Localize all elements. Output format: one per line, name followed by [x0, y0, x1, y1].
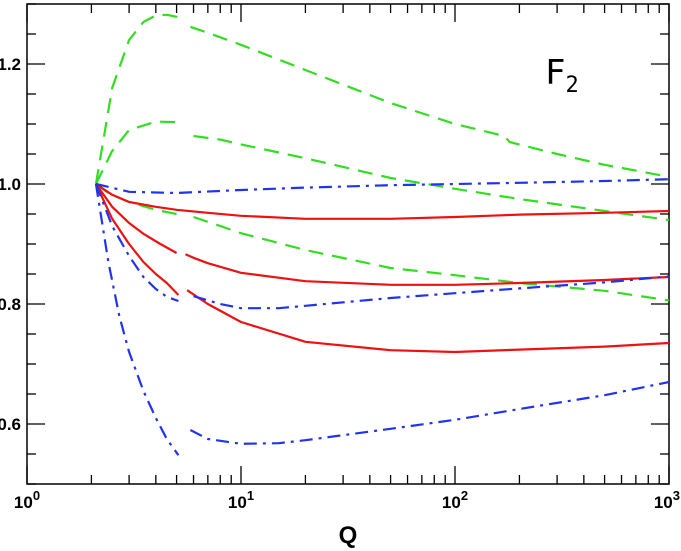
x-tick-label: 100 — [14, 488, 40, 512]
series-line-6-segment-1 — [94, 183, 180, 296]
f2-annotation: F2 — [545, 53, 579, 98]
axis-ticks — [26, 3, 670, 485]
series-line-2-segment-2 — [193, 134, 670, 222]
series-line-8-segment-1 — [94, 183, 179, 303]
series-line-8-segment-2 — [193, 275, 670, 310]
x-tick-label: 102 — [442, 488, 468, 512]
series-line-6-segment-2 — [186, 289, 670, 354]
series-line-5-segment-1 — [95, 183, 178, 254]
series-line-1-segment-2 — [190, 25, 670, 178]
series-line-5-segment-2 — [184, 253, 670, 286]
series-line-9-segment-2 — [189, 380, 670, 445]
series-line-7-segment-1 — [95, 178, 670, 195]
x-axis-title: Q — [339, 522, 358, 549]
series-layer — [94, 13, 670, 456]
series-line-1-segment-1 — [94, 13, 179, 185]
series-line-4-segment-1 — [95, 183, 670, 220]
x-tick-label: 101 — [228, 488, 254, 512]
y-tick-label: 0.8 — [0, 295, 21, 314]
y-tick-label: 1.2 — [0, 55, 21, 74]
series-line-2-segment-1 — [94, 120, 179, 185]
tick-labels: 0.6 0.8 1.0 1.2 100 101 102 103 — [0, 55, 680, 512]
x-tick-label: 103 — [654, 488, 680, 512]
series-line-9-segment-1 — [94, 183, 180, 456]
f2-annotation-sub: 2 — [565, 73, 578, 98]
f2-annotation-main: F — [545, 53, 565, 93]
y-tick-label: 0.6 — [0, 415, 21, 434]
series-line-3-segment-2 — [193, 215, 670, 302]
y-tick-label: 1.0 — [0, 175, 21, 194]
